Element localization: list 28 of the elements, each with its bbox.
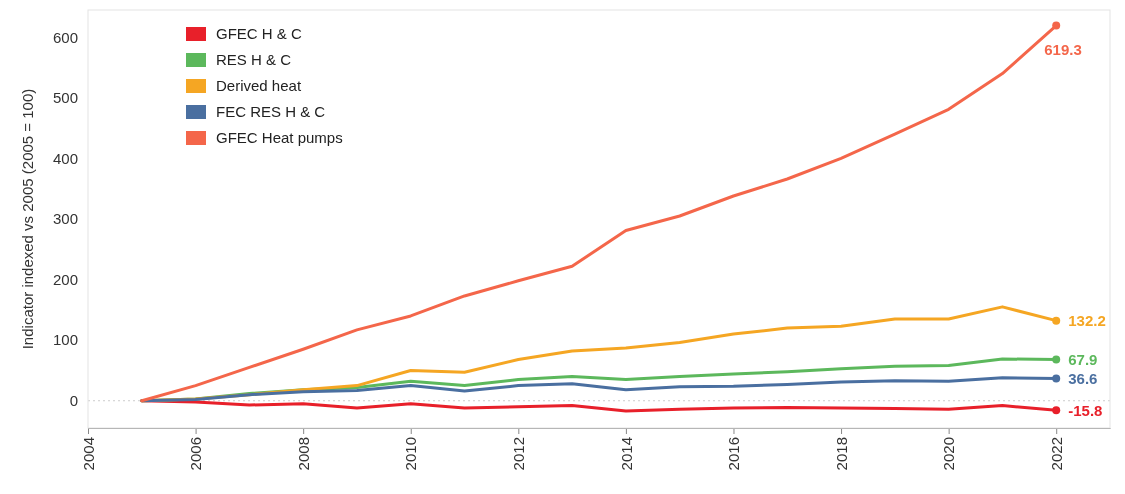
- x-tick-label: 2012: [510, 437, 528, 471]
- y-tick-label: 600: [52, 28, 78, 46]
- data-label: 132.2: [1068, 311, 1106, 329]
- x-tick-label: 2010: [402, 437, 420, 471]
- x-tick-label: 2004: [79, 437, 97, 471]
- x-tick-label: 2014: [617, 437, 635, 471]
- y-tick-label: 400: [52, 149, 78, 167]
- legend-label: GFEC Heat pumps: [216, 129, 343, 147]
- legend-label: RES H & C: [216, 51, 292, 69]
- x-tick-label: 2018: [832, 437, 850, 471]
- y-axis-title: Indicator indexed vs 2005 (2005 = 100): [19, 88, 36, 350]
- x-tick-label: 2020: [940, 437, 958, 471]
- y-tick-label: 300: [52, 210, 78, 228]
- y-tick-label: 200: [52, 270, 78, 288]
- legend-label: Derived heat: [216, 77, 302, 95]
- legend-label: GFEC H & C: [216, 25, 303, 43]
- y-tick-label: 500: [52, 89, 78, 107]
- x-tick-label: 2008: [294, 437, 312, 471]
- y-tick-label: 100: [52, 331, 78, 349]
- data-label: -15.8: [1068, 401, 1103, 419]
- data-label: 36.6: [1068, 369, 1098, 387]
- data-label: 619.3: [1044, 40, 1082, 58]
- x-tick-label: 2006: [187, 437, 205, 471]
- y-tick-label: 0: [69, 392, 78, 410]
- data-label: 67.9: [1068, 350, 1098, 368]
- legend-label: FEC RES H & C: [216, 103, 326, 121]
- x-tick-label: 2022: [1047, 437, 1065, 471]
- x-tick-label: 2016: [725, 437, 743, 471]
